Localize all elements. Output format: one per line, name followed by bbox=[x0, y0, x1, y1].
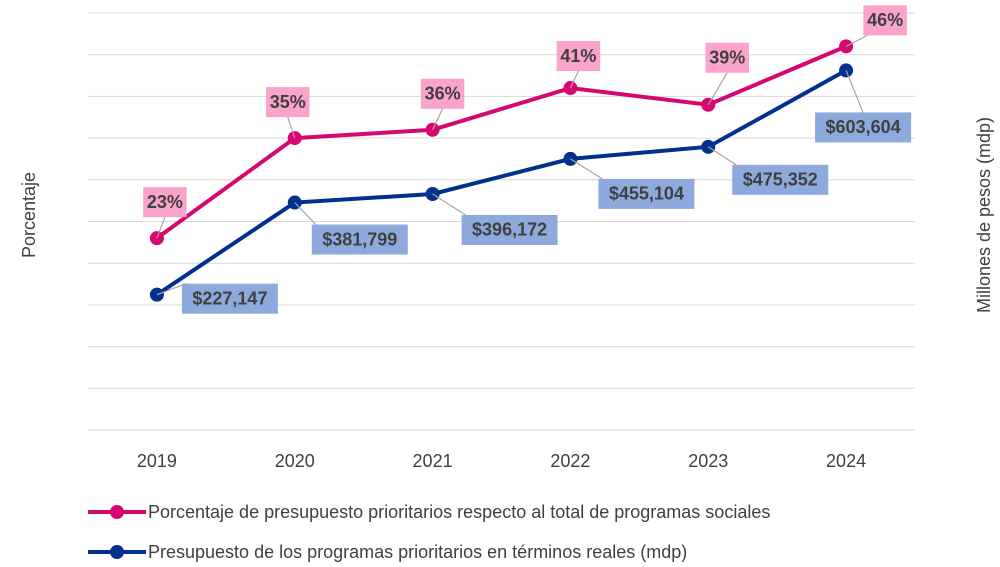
value-label-box bbox=[461, 214, 558, 245]
leader-line bbox=[845, 34, 868, 47]
leader-line bbox=[570, 158, 603, 180]
leader-line bbox=[156, 216, 166, 239]
value-label: $381,799 bbox=[322, 229, 397, 249]
leader-line bbox=[845, 70, 864, 113]
x-tick-label: 2024 bbox=[826, 451, 866, 471]
leader-line bbox=[432, 193, 466, 216]
value-label: $396,172 bbox=[472, 220, 547, 240]
value-label: 35% bbox=[270, 92, 306, 112]
y-axis-title: Porcentaje bbox=[19, 172, 39, 258]
leader-line bbox=[569, 70, 579, 89]
value-label: $475,352 bbox=[743, 170, 818, 190]
value-label: $603,604 bbox=[826, 117, 901, 137]
value-label-box bbox=[556, 41, 601, 72]
leader-line bbox=[156, 283, 187, 296]
value-label-box bbox=[181, 283, 278, 314]
y2-axis-title: Millones de pesos (mdp) bbox=[974, 117, 994, 313]
value-label: $455,104 bbox=[609, 184, 684, 204]
legend-label: Porcentaje de presupuesto prioritarios r… bbox=[148, 502, 770, 522]
value-label: 36% bbox=[425, 84, 461, 104]
value-label: 39% bbox=[709, 47, 745, 67]
value-label-box bbox=[732, 164, 829, 195]
leader-line bbox=[294, 202, 317, 225]
value-label-box bbox=[705, 42, 749, 73]
x-tick-label: 2019 bbox=[137, 451, 177, 471]
value-label: $227,147 bbox=[192, 288, 267, 308]
value-label-box bbox=[420, 78, 465, 109]
series-line bbox=[155, 68, 848, 297]
x-tick-label: 2020 bbox=[275, 451, 315, 471]
legend-label: Presupuesto de los programas prioritario… bbox=[148, 542, 687, 562]
x-tick-label: 2023 bbox=[688, 451, 728, 471]
value-label-box bbox=[863, 5, 907, 36]
value-label-box bbox=[598, 178, 695, 209]
leader-line bbox=[287, 116, 296, 139]
leader-line bbox=[432, 108, 444, 131]
legend-marker bbox=[110, 545, 124, 559]
value-label: 23% bbox=[147, 192, 183, 212]
value-label-box bbox=[266, 87, 310, 118]
value-label: 46% bbox=[867, 10, 903, 30]
x-tick-label: 2021 bbox=[413, 451, 453, 471]
value-label-box bbox=[311, 224, 408, 255]
x-tick-label: 2022 bbox=[550, 451, 590, 471]
leader-line bbox=[707, 72, 728, 106]
value-label-box bbox=[143, 187, 187, 218]
value-label: 41% bbox=[560, 46, 596, 66]
series-line bbox=[155, 44, 847, 240]
legend-marker bbox=[110, 505, 124, 519]
leader-line bbox=[707, 146, 737, 166]
value-label-box bbox=[815, 112, 912, 143]
